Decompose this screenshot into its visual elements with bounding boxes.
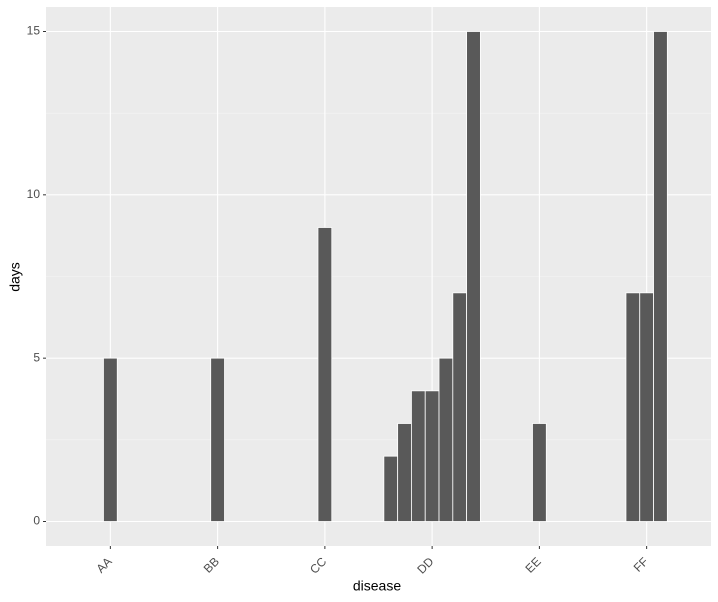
bar (438, 357, 454, 522)
bar (424, 390, 440, 522)
bar (466, 31, 481, 522)
y-tick-label: 0 (33, 514, 40, 528)
bar (397, 423, 412, 522)
x-axis-title: disease (353, 578, 401, 594)
bar (383, 455, 399, 522)
x-tick-label: FF (631, 554, 651, 574)
bar (625, 292, 641, 522)
bar (103, 357, 118, 522)
bar (653, 31, 668, 522)
y-tick-label: 15 (27, 24, 41, 38)
x-tick-label: CC (307, 554, 329, 576)
bar (639, 292, 654, 522)
bar (317, 227, 333, 522)
bar (411, 390, 426, 522)
x-tick-label: AA (93, 554, 114, 575)
x-tick-label: BB (201, 554, 222, 575)
x-tick-label: EE (523, 554, 544, 575)
bar (532, 423, 547, 522)
y-tick-label: 10 (27, 187, 41, 201)
x-tick-label: DD (414, 554, 436, 576)
bar (452, 292, 468, 522)
bar (210, 357, 225, 522)
y-tick-label: 5 (33, 350, 40, 364)
y-axis-title: days (7, 262, 23, 292)
